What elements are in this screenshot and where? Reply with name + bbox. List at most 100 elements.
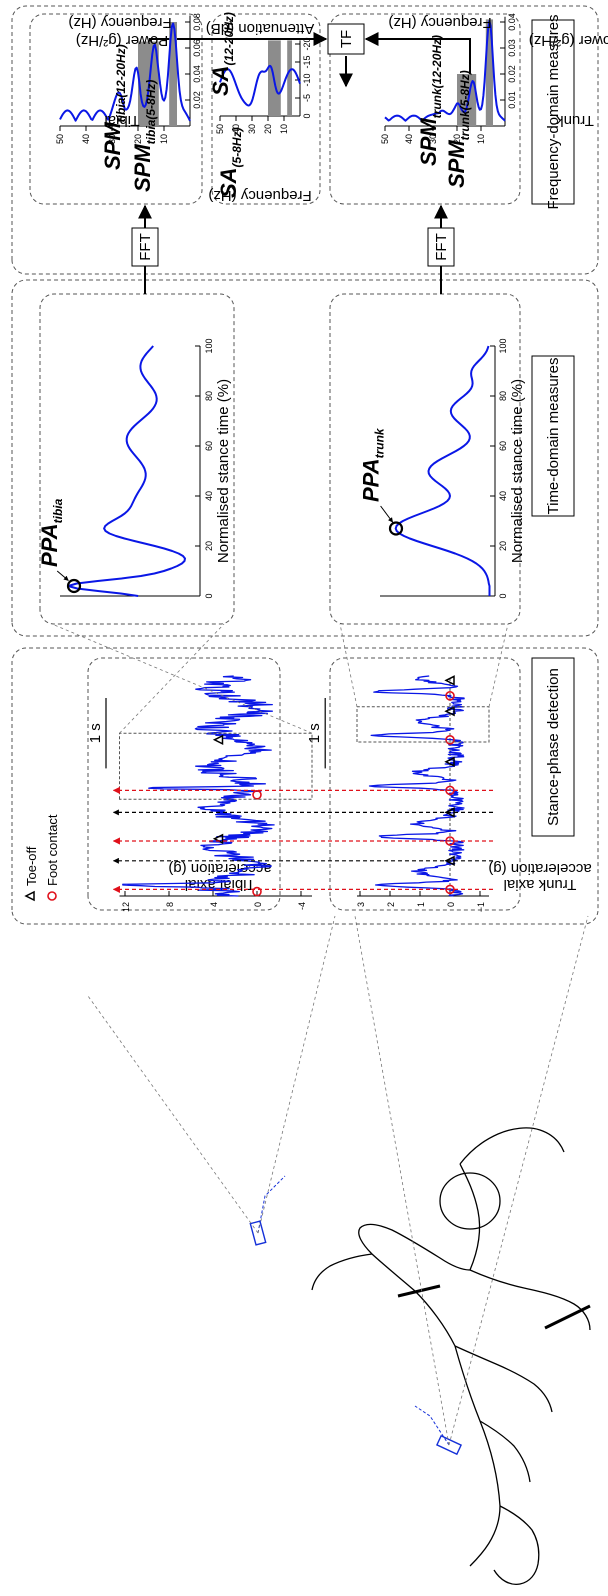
runner-body-outline	[479, 1420, 531, 1483]
trunk-psd-spm-12-20-main: SPM	[416, 118, 441, 166]
ppa-tibia-xlabel: Normalised stance time (%)	[215, 379, 232, 563]
runner-body-outline	[493, 1505, 540, 1586]
runner-shorts-hem-2	[544, 1304, 591, 1330]
attenuation-curve	[219, 64, 301, 107]
ppa-tibia-panel	[39, 293, 235, 625]
tibial-psd-panel	[29, 13, 203, 205]
tibial-psd-ftick-label: 40	[81, 134, 91, 144]
trunk-foot-contact-marker	[445, 690, 455, 701]
attn-dtick-label: -10	[302, 73, 312, 86]
trunk-psd-ftick-label: 50	[380, 134, 390, 144]
runner-body-outline	[454, 1345, 553, 1413]
ppa-trunk-xtick-label: 40	[498, 491, 508, 501]
attn-ftick-label: 20	[263, 124, 273, 134]
tibial-psd-spm-5-8-sub: tibia(5-8Hz)	[144, 80, 158, 145]
tibial-toe-off-marker	[212, 734, 224, 746]
tibial-acc-tick-label: 12	[121, 902, 131, 912]
ppa-trunk-peak-marker	[388, 521, 404, 536]
ppa-trunk-xlabel: Normalised stance time (%)	[509, 379, 526, 563]
trunk-zoom-line	[488, 623, 509, 707]
tibial-psd-spm-5-8: SPMtibia(5-8Hz)	[130, 80, 158, 192]
tibial-psd-ylabel-1: Tibial	[104, 112, 139, 129]
trunk-acc-tick-label: 1	[416, 902, 426, 907]
trunk-psd-panel	[329, 13, 521, 205]
freq-title-label: Frequency-domain measures	[545, 14, 562, 209]
time-title-label: Time-domain measures	[545, 358, 562, 515]
ppa-tibia-curve	[67, 345, 186, 597]
ppa-trunk-xtick-label: 0	[498, 593, 508, 598]
runner-body-outline	[459, 1163, 481, 1271]
fft2-label: FFT	[137, 233, 154, 261]
ppa-tibia-xtick-label: 40	[204, 491, 214, 501]
freq-title-box	[531, 19, 575, 205]
tibial-acc-tick-label: 0	[253, 902, 263, 907]
trunk-acc-ylabel-1: Trunk axial	[504, 876, 577, 893]
stance-title-label: Stance-phase detection	[545, 668, 562, 826]
ppa-trunk-xtick-label: 100	[498, 338, 508, 353]
trunk-projection-line	[257, 915, 336, 1234]
time-section-outline	[11, 279, 599, 637]
trunk-psd-ftick-label: 30	[428, 134, 438, 144]
attn-sa-5-8-main: SA	[216, 167, 241, 198]
trunk-toe-off-marker	[444, 756, 455, 768]
trunk-psd-ftick-label: 10	[476, 134, 486, 144]
attn-dtick-label: -5	[302, 94, 312, 102]
tibial-foot-contact-marker	[252, 789, 262, 800]
tibial-projection-line	[354, 915, 450, 1446]
trunk-psd-xlabel: Frequency (Hz)	[388, 14, 491, 31]
attn-ftick-label: 50	[215, 124, 225, 134]
trunk-psd-ptick-label: 0.04	[507, 13, 517, 31]
tibial-acc-tick-label: 8	[165, 902, 175, 907]
tibial-acc-curve	[122, 675, 275, 897]
ppa-tibia-peak-marker	[66, 578, 82, 594]
trunk-psd-ptick-label: 0.02	[507, 65, 517, 83]
attn-sa-12-20: SA(12-20Hz)	[208, 12, 236, 96]
ppa-tibia-xtick-label: 0	[204, 593, 214, 598]
attn-sa-12-20-sub: (12-20Hz)	[222, 12, 236, 65]
ppa-tibia-xtick-label: 100	[204, 338, 214, 353]
tibial-psd-spm-5-8-main: SPM	[130, 144, 155, 192]
tibial-psd-ftick-label: 10	[159, 134, 169, 144]
ppa-tibia-xtick-label: 80	[204, 391, 214, 401]
ppa-trunk-xtick-label: 60	[498, 441, 508, 451]
trunk-sensor-axis	[257, 1175, 286, 1234]
stance-section-outline	[11, 647, 599, 925]
trunk-to-tf-arrow	[364, 32, 471, 96]
trunk-psd-spm-12-20-sub: trunk(12-20Hz)	[430, 35, 444, 118]
tibial-acc-tick-label: 4	[209, 902, 219, 907]
trunk-psd-ptick-label: 0.01	[507, 91, 517, 109]
runner-body-outline	[469, 1269, 591, 1331]
trunk-psd-spm-12-20: SPMtrunk(12-20Hz)	[416, 35, 444, 166]
attenuation-ylabel: Attenuation (dB)	[206, 20, 314, 37]
trunk-psd-spm-5-8-sub: trunk(5-8Hz)	[458, 70, 472, 140]
attn-dtick-label: 0	[302, 113, 312, 118]
fft1-label: FFT	[433, 233, 450, 261]
tibial-acc-tick-label: -4	[297, 902, 307, 910]
tibial-sensor-icon	[435, 1434, 463, 1456]
trunk-psd-ptick-label: 0.03	[507, 39, 517, 57]
ppa-trunk-annotation: PPAtrunk	[358, 427, 386, 502]
attn-band-5-8	[287, 40, 293, 116]
attn-ftick-label: 10	[279, 124, 289, 134]
attenuation-xlabel: Frequency (Hz)	[208, 187, 311, 204]
legend-foot-contact-label: Foot contact	[45, 814, 60, 886]
tibial-psd-ptick-label: 0.08	[192, 13, 202, 31]
trunk-zoom-line	[339, 623, 358, 707]
trunk-sensor-icon	[249, 1220, 267, 1246]
tibial-psd-spm-12-20: SPMtibia(12-20Hz)	[100, 44, 128, 170]
runner-body-outline	[454, 1345, 501, 1567]
ppa-trunk-panel	[329, 293, 521, 625]
trunk-psd-spm-5-8-main: SPM	[444, 140, 469, 188]
tibial-zoom-box	[119, 732, 313, 800]
attn-ftick-label: 40	[231, 124, 241, 134]
legend-toe-off-label: Toe-off	[24, 846, 39, 886]
ppa-trunk-xtick-label: 80	[498, 391, 508, 401]
legend-toe-off-marker	[24, 890, 35, 902]
trunk-toe-off-marker	[444, 675, 455, 686]
ppa-tibia-pointer	[56, 570, 69, 581]
runner-body-outline	[459, 1127, 565, 1165]
tibial-psd-ftick-label: 50	[55, 134, 65, 144]
trunk-psd-spm-5-8: SPMtrunk(5-8Hz)	[444, 70, 472, 188]
